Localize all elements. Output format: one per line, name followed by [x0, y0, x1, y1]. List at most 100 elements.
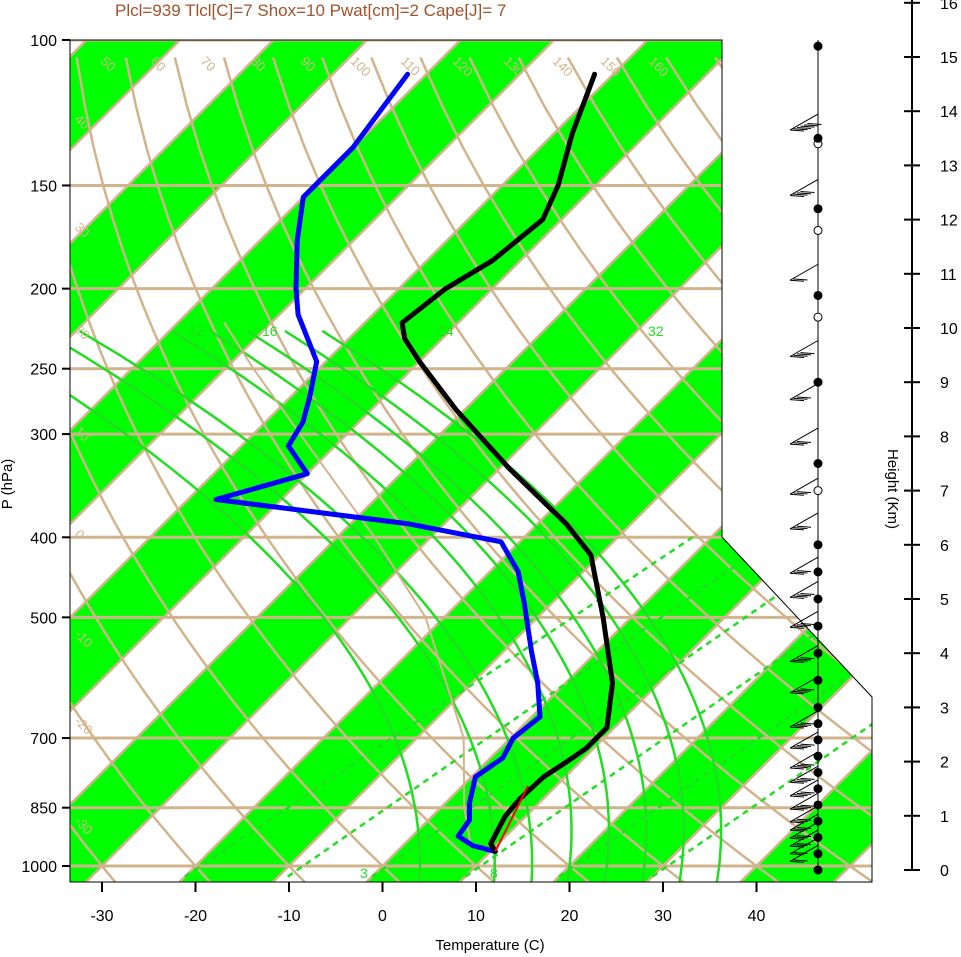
wind-barb-column	[789, 40, 823, 875]
height-marker	[813, 675, 823, 685]
wind-barb-feather	[793, 354, 808, 357]
wind-barb-feather	[793, 492, 808, 495]
wind-barb-feather	[793, 859, 808, 862]
height-marker	[813, 486, 823, 496]
wind-barb-feather	[800, 763, 815, 766]
wind-barb-feather	[793, 746, 808, 749]
temperature-tick-label: 20	[561, 908, 579, 925]
dry-adiabat-line	[124, 57, 700, 882]
isotherm-label: 70	[198, 54, 219, 75]
moist-adiabat-line	[78, 329, 534, 882]
pressure-axis: 100 150 200 250 300 400 500 700 850 1000	[21, 33, 71, 882]
temperature-tick-label: 10	[467, 908, 485, 925]
temperature-tick-label: -30	[90, 908, 113, 925]
moist-adiabat-line	[321, 329, 723, 882]
temperature-tick-label: -20	[184, 908, 207, 925]
wind-barb	[789, 610, 819, 628]
height-tick-label: 8	[940, 429, 949, 446]
isotherm-line	[160, 40, 872, 882]
wind-barb	[789, 710, 819, 728]
mixing-ratio-line	[558, 536, 872, 878]
height-tick-label: 0	[940, 863, 949, 880]
wind-barb-feather	[796, 723, 812, 726]
height-marker	[813, 594, 823, 604]
wind-barb-feather	[800, 352, 815, 355]
dry-adiabat-line	[419, 56, 872, 882]
isotherm-line	[721, 40, 872, 882]
wind-barb-feather	[796, 842, 812, 845]
wind-barb-feather	[793, 836, 808, 839]
wind-barb-feather	[796, 624, 812, 627]
isotherm-line	[70, 40, 667, 882]
temperature-line	[399, 71, 615, 854]
wind-barb-feather	[793, 766, 808, 769]
wind-barb	[789, 676, 819, 694]
wind-barb-feather	[793, 193, 808, 196]
height-tick-label: 7	[940, 484, 949, 501]
wind-barb-feather	[793, 527, 808, 530]
isotherm-band	[70, 40, 872, 882]
wind-barb-feather	[793, 442, 808, 445]
wind-barb-feather	[793, 128, 808, 131]
height-marker	[813, 41, 823, 51]
wind-barb-feather	[789, 356, 805, 359]
wind-barb	[789, 645, 819, 662]
mixing-ratio-line	[464, 536, 872, 878]
isotherm-band	[70, 40, 386, 882]
wind-barb-feather	[793, 397, 808, 400]
isotherm-line	[909, 22, 961, 901]
wind-barb-feather	[789, 572, 805, 575]
height-marker	[813, 621, 823, 631]
wind-barb-feather	[800, 191, 815, 194]
height-tick-label: 16	[940, 0, 958, 13]
isotherm-band	[535, 40, 872, 882]
dry-adiabat-line	[222, 57, 872, 882]
height-marker	[813, 540, 823, 550]
pressure-tick-label: 300	[30, 427, 57, 444]
wind-barb-feather	[789, 661, 805, 664]
height-marker	[813, 459, 823, 468]
height-tick-label: 1	[940, 809, 949, 826]
wind-barb-feather	[807, 123, 822, 126]
pressure-tick-label: 200	[30, 282, 57, 299]
height-tick-label: 9	[940, 375, 949, 392]
wind-barb-feather	[793, 807, 808, 810]
lcl-marker	[494, 785, 529, 852]
wind-barb	[789, 731, 819, 749]
height-marker	[813, 133, 823, 143]
height-marker	[813, 865, 823, 875]
wind-barb-feather	[796, 658, 812, 661]
wind-barb-feather	[796, 744, 812, 747]
wind-barb-feather	[789, 692, 805, 695]
isotherm-band	[70, 40, 573, 882]
isotherm-label: 0	[72, 527, 88, 543]
temperature-tick-label: 0	[378, 908, 387, 925]
wind-barb-feather	[796, 594, 812, 597]
wind-barb-feather	[796, 353, 812, 356]
height-tick-label: 6	[940, 538, 949, 555]
height-marker	[813, 648, 823, 658]
height-tick-label: 11	[940, 267, 957, 284]
height-tick-label: 10	[940, 321, 958, 338]
isotherm-band	[161, 40, 872, 882]
wind-barb	[789, 179, 819, 196]
moist-adiabat-line	[284, 329, 685, 882]
wind-barb-feather	[789, 493, 805, 496]
isotherm-line	[70, 40, 293, 882]
height-tick-label: 13	[940, 158, 958, 175]
moist-adiabat-line	[209, 329, 611, 882]
wind-barb-feather	[789, 596, 805, 599]
wind-barb-feather	[789, 853, 805, 856]
height-tick-label: 4	[940, 646, 949, 663]
wind-barb-feather	[789, 767, 805, 770]
plot-area: 50 60 70 80 90 100 110 120 130 140 150 160403020100…	[70, 22, 961, 901]
wind-barb-feather	[796, 818, 812, 821]
x-axis-title: Temperature (C)	[435, 937, 544, 954]
isotherm-line	[70, 40, 854, 882]
wind-barb-feather	[796, 570, 812, 573]
wind-barb-feather	[789, 194, 805, 197]
wind-barb-feather	[800, 622, 815, 625]
wind-barb-feather	[803, 124, 819, 127]
mixing-ratio-label: 16	[262, 323, 278, 339]
